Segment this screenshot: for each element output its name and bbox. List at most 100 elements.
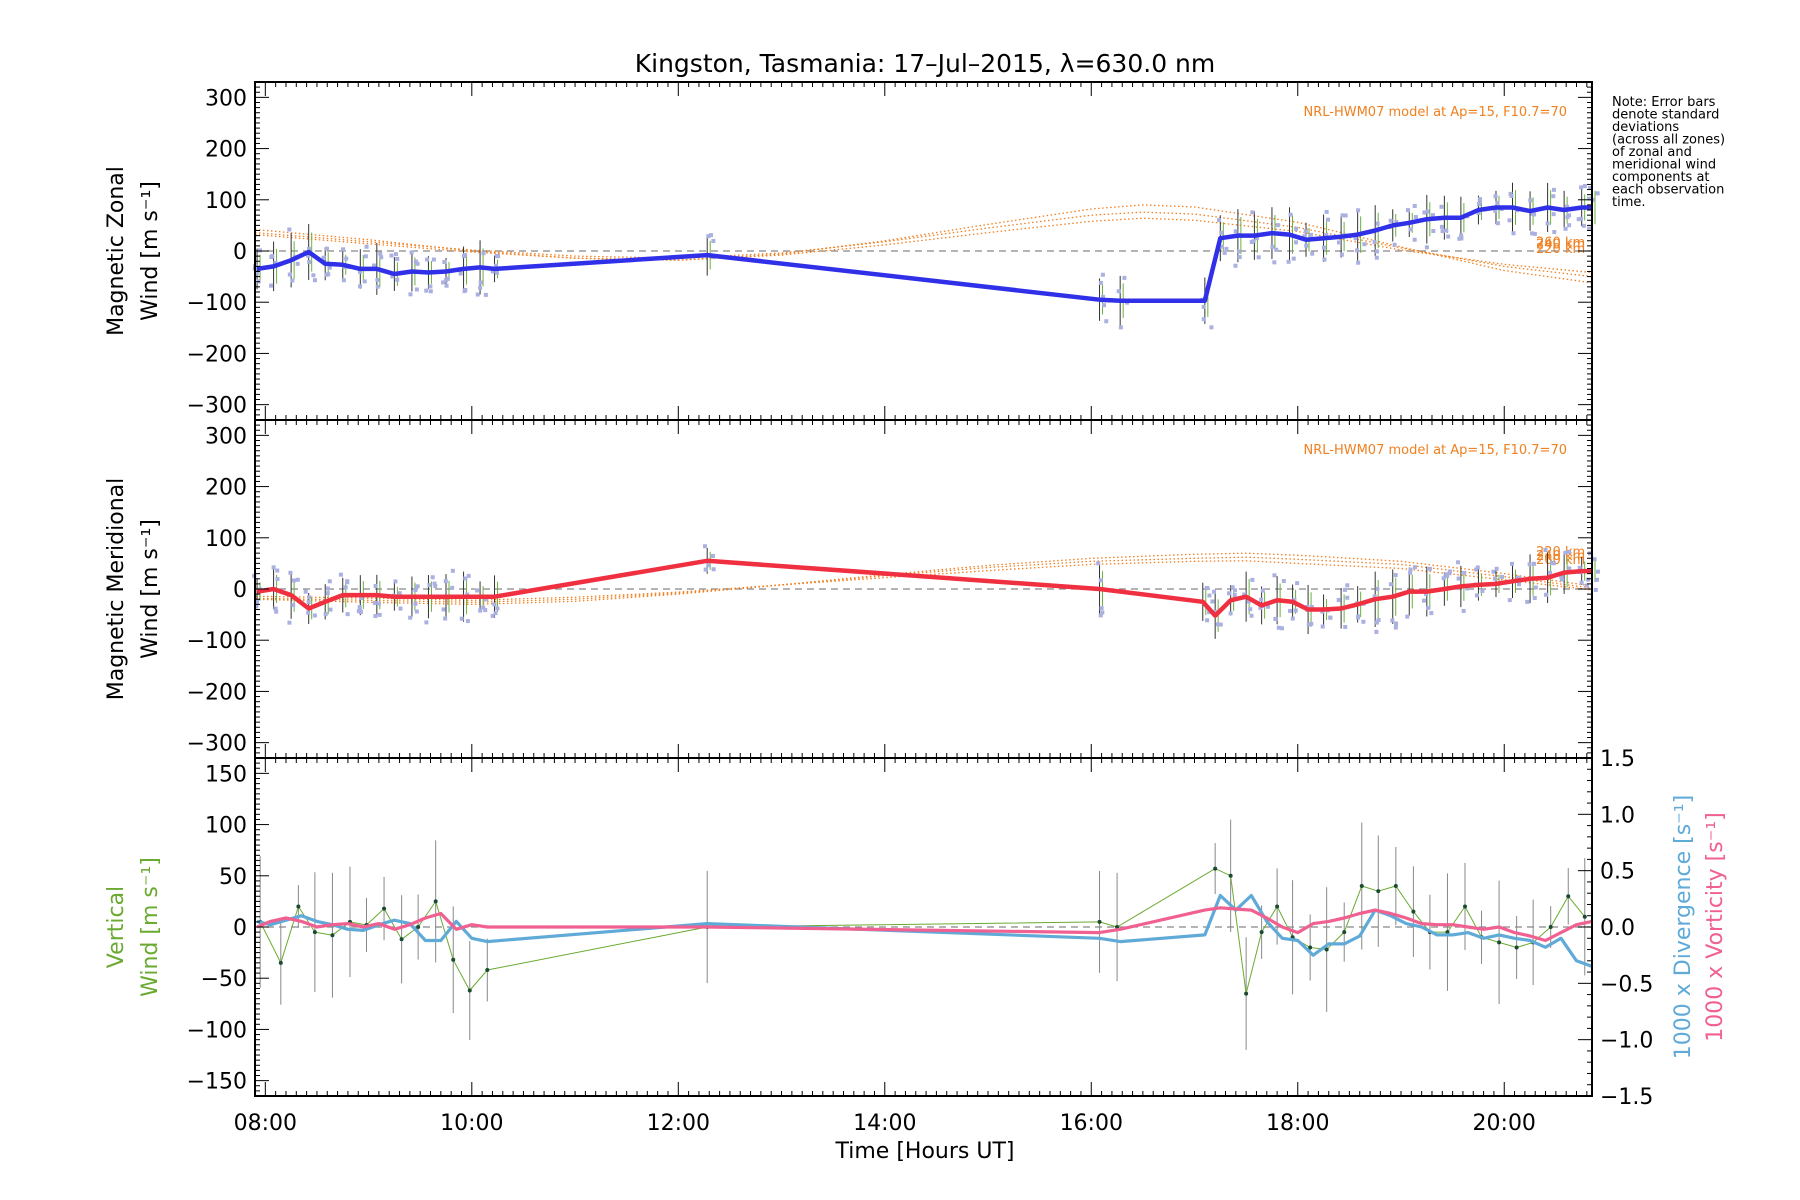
note-line: each observation (1612, 183, 1724, 198)
zone-point (1390, 618, 1395, 623)
zone-point (1563, 226, 1568, 231)
zone-point (1586, 577, 1591, 582)
model-altitude-label: 220 km (1536, 545, 1585, 560)
zone-point (1308, 232, 1313, 237)
zone-point (1345, 595, 1350, 600)
zone-point (1567, 549, 1572, 554)
y-tick-label: −200 (187, 342, 247, 367)
zone-point (1412, 237, 1417, 242)
zone-point (1509, 561, 1514, 566)
zone-point (1579, 216, 1584, 221)
zone-point (1551, 187, 1556, 192)
zone-point (475, 588, 480, 593)
zone-point (1375, 586, 1380, 591)
y-axis-label: Magnetic Meridional (104, 478, 129, 700)
zone-point (1376, 618, 1381, 623)
zone-point (1587, 226, 1592, 231)
zone-point (1474, 567, 1479, 572)
zone-point (1567, 566, 1572, 571)
zone-point (461, 254, 466, 259)
zone-point (393, 252, 398, 257)
zone-point (1393, 625, 1398, 630)
zone-point (1444, 228, 1449, 233)
data-point (1244, 991, 1249, 996)
zone-point (1295, 581, 1300, 586)
zone-point (450, 585, 455, 590)
zone-point (1294, 226, 1299, 231)
zone-point (1250, 577, 1255, 582)
zone-point (327, 579, 332, 584)
data-point (399, 937, 404, 942)
zone-point (463, 576, 468, 581)
zone-point (1204, 586, 1209, 591)
zone-point (424, 620, 429, 625)
zone-point (1215, 622, 1220, 627)
zone-point (492, 602, 497, 607)
zone-point (433, 583, 438, 588)
zone-point (1205, 618, 1210, 623)
zone-point (1222, 250, 1227, 255)
y-tick-label: −100 (187, 629, 247, 654)
data-point (451, 957, 456, 962)
zone-point (1425, 209, 1430, 214)
zone-point (413, 259, 418, 264)
y-right-tick-label: −0.5 (1600, 972, 1653, 997)
model-label: NRL-HWM07 model at Ap=15, F10.7=70 (1304, 443, 1568, 458)
zone-point (1476, 211, 1481, 216)
data-point (1445, 930, 1450, 935)
note-line: (across all zones) (1612, 133, 1725, 148)
y-right-tick-label: 1.5 (1600, 747, 1635, 772)
y-tick-label: −50 (201, 967, 247, 992)
zone-point (257, 248, 262, 253)
zone-point (307, 259, 312, 264)
zone-point (1424, 245, 1429, 250)
zone-point (1530, 231, 1535, 236)
zone-point (1509, 193, 1514, 198)
zone-point (443, 278, 448, 283)
zone-point (490, 269, 495, 274)
zone-point (1587, 196, 1592, 201)
series-line (256, 205, 1592, 303)
zone-point (1273, 616, 1278, 621)
zone-point (325, 586, 330, 591)
note-line: components at (1612, 170, 1710, 185)
zone-point (364, 244, 369, 249)
zone-point (1356, 208, 1361, 213)
zone-point (1551, 212, 1556, 217)
series-line (256, 893, 1593, 968)
zone-point (1375, 249, 1380, 254)
chart-title: Kingston, Tasmania: 17–Jul–2015, λ=630.0… (635, 49, 1216, 78)
zone-point (1456, 576, 1461, 581)
zone-point (327, 265, 332, 270)
zone-point (306, 610, 311, 615)
zone-point (481, 605, 486, 610)
zone-point (397, 591, 402, 596)
zone-point (483, 608, 488, 613)
data-point (416, 925, 421, 929)
zone-point (1427, 566, 1432, 571)
model-altitude-label: 260 km (1536, 553, 1585, 568)
zone-point (1447, 571, 1452, 576)
zone-point (1550, 561, 1555, 566)
zone-point (1309, 604, 1314, 609)
zone-point (428, 289, 433, 294)
zone-point (413, 588, 418, 593)
zone-point (1342, 587, 1347, 592)
zone-point (295, 261, 300, 266)
zone-point (1547, 570, 1552, 575)
zone-point (1336, 240, 1341, 245)
zone-point (706, 234, 711, 239)
y-right-axis-label-divergence: 1000 x Divergence [s⁻¹] (1671, 795, 1696, 1059)
zone-point (1292, 597, 1297, 602)
zone-point (475, 292, 480, 297)
y-tick-label: 150 (205, 762, 247, 787)
data-point (1376, 889, 1381, 894)
zone-point (415, 261, 420, 266)
zone-point (478, 608, 483, 613)
zone-point (1281, 579, 1286, 584)
zone-point (311, 273, 316, 278)
zone-point (1532, 596, 1537, 601)
vertical-wind-panel: −150 −100 −50 0 50 100 150 −1.5 −1.0 −0.5 0.0 0.5 1.… (104, 747, 1728, 1136)
y-tick-label: 200 (205, 138, 247, 163)
zone-point (1533, 585, 1538, 590)
